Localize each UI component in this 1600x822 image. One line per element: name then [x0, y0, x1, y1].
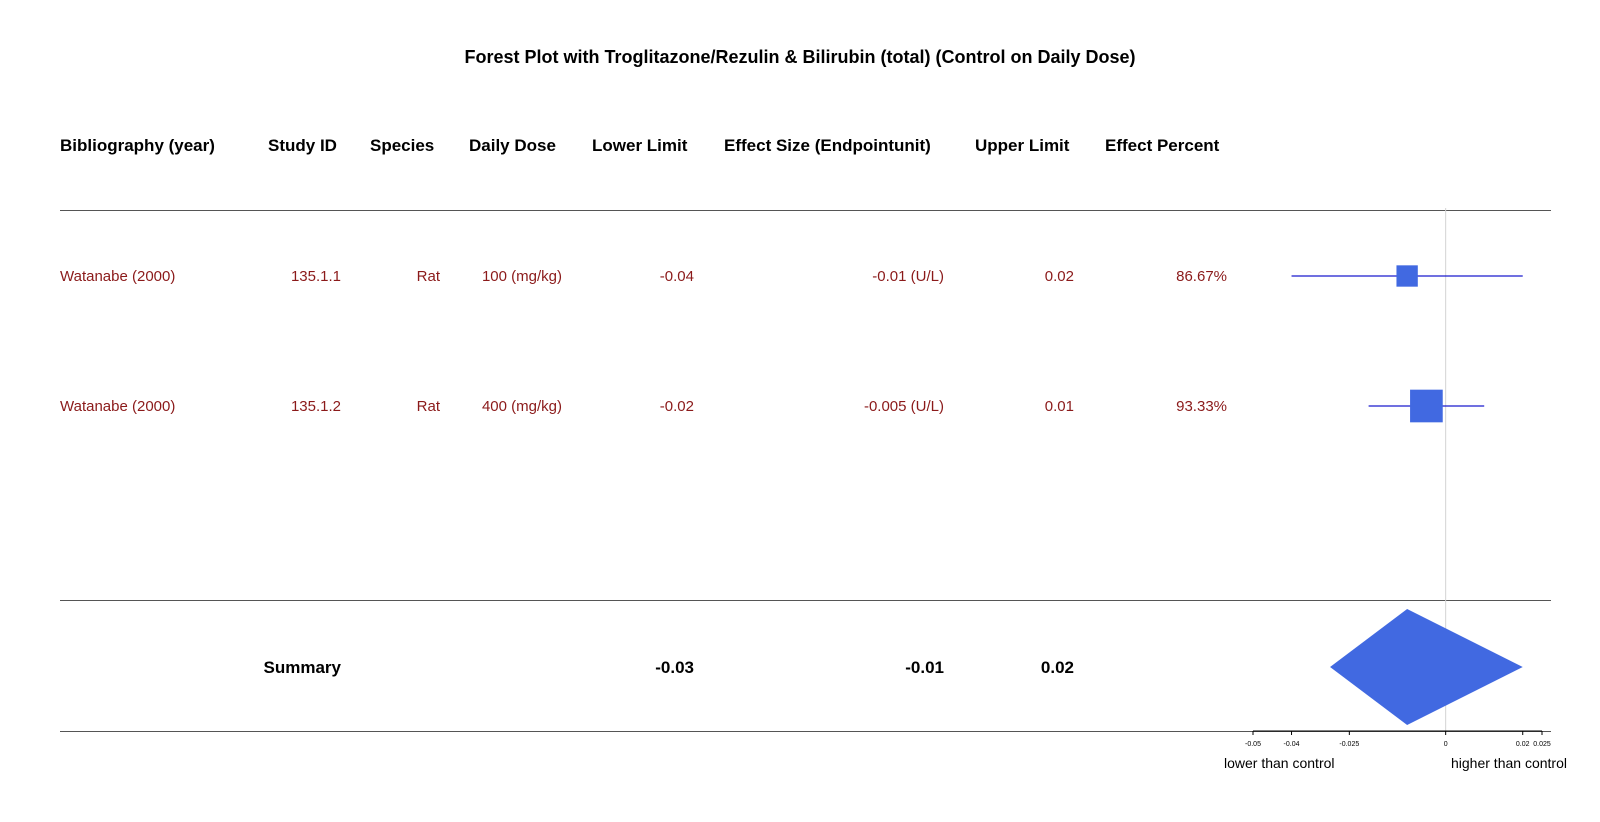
- row2-bibliography: Watanabe (2000): [60, 398, 176, 415]
- row1-effect-size: -0.01 (U/L): [872, 268, 944, 285]
- header-lower-limit: Lower Limit: [592, 136, 688, 155]
- x-tick-label: -0.025: [1339, 741, 1359, 748]
- row2-effect-size: -0.005 (U/L): [863, 398, 944, 415]
- summary-effect-size: -0.01: [905, 658, 944, 677]
- row1-upper-limit: 0.02: [1044, 268, 1074, 285]
- x-tick-label: -0.04: [1284, 741, 1300, 748]
- row2-daily-dose: 400 (mg/kg): [481, 398, 562, 415]
- header-study-id: Study ID: [268, 136, 337, 155]
- xlabel-higher-than-control: higher than control: [1451, 755, 1567, 771]
- row2-effect-percent: 93.33%: [1176, 398, 1227, 415]
- summary-diamond: [1330, 609, 1523, 725]
- header-divider: [60, 210, 1551, 211]
- summary-upper-limit: 0.02: [1040, 658, 1074, 677]
- bottom-rule: [60, 731, 1551, 732]
- row1-effect-percent: 86.67%: [1176, 268, 1227, 285]
- header-bibliography: Bibliography (year): [60, 136, 215, 155]
- summary-divider: [60, 600, 1551, 601]
- row1-daily-dose: 100 (mg/kg): [481, 268, 562, 285]
- header-species: Species: [370, 136, 435, 155]
- header-upper-limit: Upper Limit: [975, 136, 1070, 155]
- row1-study-id: 135.1.1: [290, 268, 341, 285]
- row2-upper-limit: 0.01: [1044, 398, 1074, 415]
- x-tick-label: -0.05: [1245, 741, 1261, 748]
- chart-title: Forest Plot with Troglitazone/Rezulin & …: [464, 47, 1136, 67]
- x-tick-label: 0: [1444, 741, 1448, 748]
- summary-lower-limit: -0.03: [655, 658, 694, 677]
- header-daily-dose: Daily Dose: [469, 136, 556, 155]
- xlabel-lower-than-control: lower than control: [1224, 755, 1335, 771]
- effect-marker-row1: [1396, 265, 1418, 287]
- x-tick-label: 0.02: [1516, 741, 1530, 748]
- row2-lower-limit: -0.02: [659, 398, 694, 415]
- effect-marker-row2: [1410, 389, 1443, 423]
- row2-species: Rat: [416, 398, 440, 415]
- header-effect-size: Effect Size (Endpointunit): [724, 136, 931, 155]
- row2-study-id: 135.1.2: [290, 398, 341, 415]
- x-tick-label: 0.025: [1533, 741, 1551, 748]
- row1-lower-limit: -0.04: [659, 268, 694, 285]
- header-effect-percent: Effect Percent: [1105, 136, 1220, 155]
- row1-species: Rat: [416, 268, 440, 285]
- row1-bibliography: Watanabe (2000): [60, 268, 176, 285]
- summary-label: Summary: [263, 658, 341, 677]
